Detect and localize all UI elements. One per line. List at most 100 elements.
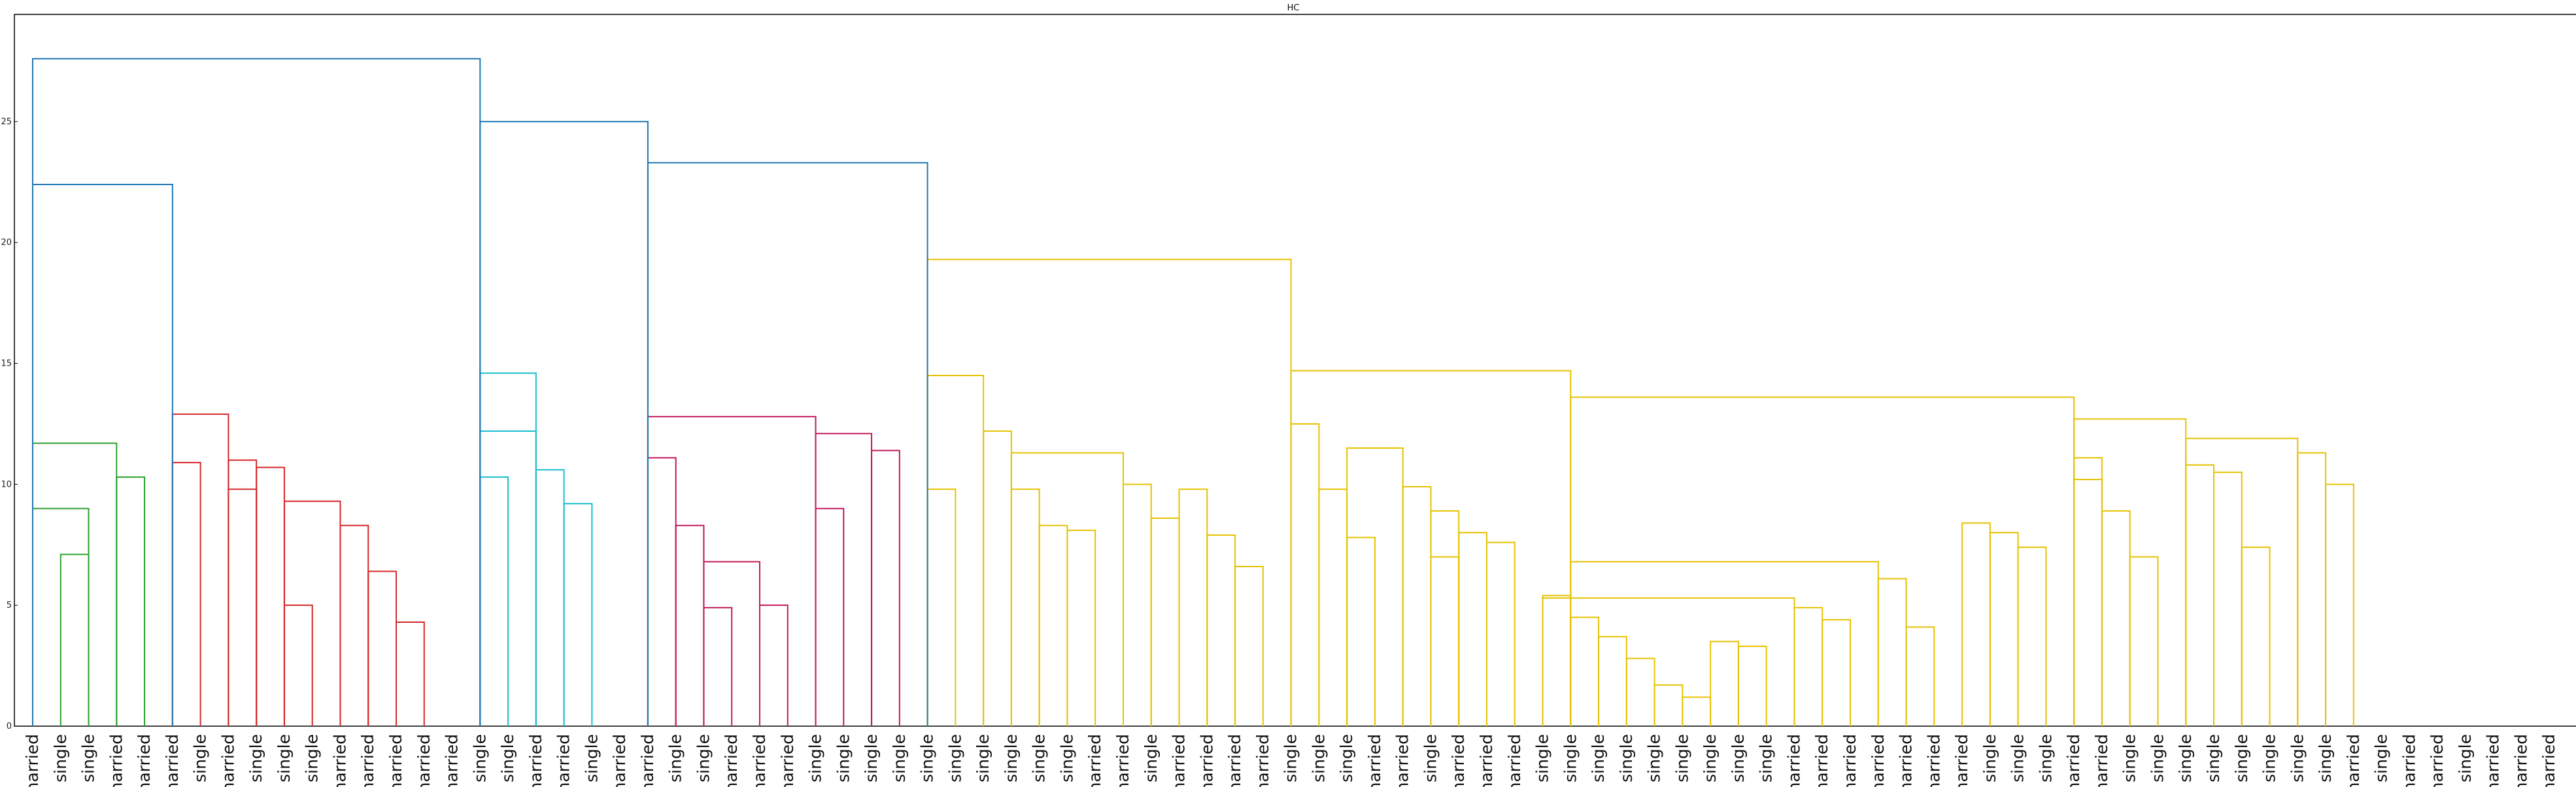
- leaf-label: married: [135, 734, 154, 787]
- dendrogram-link: [1710, 640, 1739, 726]
- leaf-label: married: [1784, 734, 1803, 787]
- dendrogram-link: [116, 476, 146, 726]
- dendrogram-link: [1123, 483, 1152, 726]
- leaf-label: married: [443, 734, 462, 787]
- dendrogram-link: [1989, 532, 2019, 726]
- leaf-label: married: [1869, 734, 1888, 787]
- dendrogram-link: [1206, 534, 1236, 726]
- dendrogram-link: [983, 430, 1012, 726]
- leaf-label: married: [1225, 734, 1244, 787]
- leaf-label: single: [582, 734, 601, 782]
- dendrogram-link: [2297, 452, 2327, 726]
- dendrogram-link: [1486, 542, 1516, 726]
- dendrogram-link: [563, 502, 593, 726]
- dendrogram-link: [59, 553, 90, 726]
- leaf-label: single: [945, 734, 964, 782]
- leaf-label: single: [2260, 734, 2279, 782]
- leaf-label: single: [1589, 734, 1608, 782]
- dendrogram-link: [1542, 597, 1795, 726]
- leaf-label: single: [1281, 734, 1300, 782]
- leaf-label: married: [778, 734, 797, 787]
- dendrogram-link: [2073, 457, 2103, 726]
- leaf-label: married: [1952, 734, 1971, 787]
- leaf-label: single: [191, 734, 210, 782]
- dendrogram-link: [1905, 626, 1935, 726]
- dendrogram-link: [2101, 510, 2131, 726]
- leaf-label: married: [2428, 734, 2447, 787]
- dendrogram-link: [1402, 486, 1432, 726]
- dendrogram-link: [759, 604, 788, 726]
- y-tick-label: 25: [1, 117, 12, 127]
- y-tick-label: 15: [1, 359, 12, 369]
- leaf-label: single: [1309, 734, 1328, 782]
- leaf-label: single: [1672, 734, 1691, 782]
- dendrogram-link: [479, 476, 509, 726]
- leaf-label: married: [2344, 734, 2363, 787]
- dendrogram-link: [2241, 546, 2271, 726]
- dendrogram-link: [256, 466, 285, 726]
- leaf-label: single: [1030, 734, 1049, 782]
- leaf-label: single: [498, 734, 517, 782]
- dendrogram-link: [1430, 556, 1460, 726]
- leaf-label: married: [1924, 734, 1943, 787]
- leaf-label: single: [2036, 734, 2055, 782]
- leaf-label: single: [806, 734, 825, 782]
- dendrogram-link: [703, 606, 733, 726]
- y-tick-label: 0: [7, 722, 12, 731]
- dendrogram-link: [32, 442, 118, 726]
- leaf-label: married: [1449, 734, 1468, 787]
- dendrogram-link: [2017, 546, 2047, 726]
- leaf-label: single: [2372, 734, 2391, 782]
- leaf-label: single: [1701, 734, 1720, 782]
- leaf-label: married: [1897, 734, 1916, 787]
- dendrogram-link: [1682, 696, 1712, 726]
- dendrogram-link: [1625, 657, 1655, 726]
- dendrogram-link: [367, 570, 397, 726]
- leaf-label: married: [23, 734, 42, 787]
- dendrogram-link: [228, 488, 258, 726]
- leaf-label: married: [1812, 734, 1831, 787]
- dendrogram-link: [1877, 578, 1907, 726]
- leaf-label: married: [2064, 734, 2083, 787]
- leaf-label: single: [694, 734, 713, 782]
- dendrogram-link: [2185, 464, 2214, 726]
- dendrogram-link: [1346, 536, 1376, 726]
- leaf-label: married: [1170, 734, 1189, 787]
- leaf-label: married: [2484, 734, 2503, 787]
- dendrogram-link: [1318, 488, 1348, 726]
- y-tick-label: 10: [1, 480, 12, 489]
- leaf-label: single: [1561, 734, 1580, 782]
- dendrogram-link: [171, 462, 201, 726]
- leaf-label: single: [79, 734, 98, 782]
- leaf-label: married: [1477, 734, 1496, 787]
- leaf-label: married: [1393, 734, 1412, 787]
- dendrogram-link: [1150, 517, 1180, 726]
- dendrogram-link: [1653, 684, 1684, 726]
- dendrogram-link: [926, 488, 957, 726]
- leaf-label: single: [666, 734, 685, 782]
- leaf-label: single: [303, 734, 322, 782]
- dendrogram-link: [647, 457, 677, 726]
- dendrogram-link: [535, 469, 565, 726]
- leaf-label: married: [610, 734, 629, 787]
- leaf-label: single: [1421, 734, 1440, 782]
- leaf-label: married: [1840, 734, 1859, 787]
- dendrogram-link: [32, 184, 173, 726]
- leaf-label: married: [554, 734, 573, 787]
- dendrogram-link: [2129, 556, 2159, 726]
- leaf-label: single: [1729, 734, 1748, 782]
- leaf-label: single: [2456, 734, 2475, 782]
- leaf-labels: married single single married married married…: [23, 734, 2558, 787]
- dendrogram-link: [1598, 636, 1627, 726]
- leaf-label: single: [1337, 734, 1356, 782]
- dendrogram-link: [1038, 525, 1068, 726]
- leaf-label: single: [1533, 734, 1552, 782]
- leaf-label: married: [638, 734, 657, 787]
- leaf-label: married: [2092, 734, 2111, 787]
- dendrogram-link: [2073, 478, 2103, 726]
- dendrogram-link: [1961, 522, 1991, 726]
- dendrogram-links: [32, 58, 2354, 726]
- leaf-label: married: [1505, 734, 1524, 787]
- leaf-label: married: [163, 734, 182, 787]
